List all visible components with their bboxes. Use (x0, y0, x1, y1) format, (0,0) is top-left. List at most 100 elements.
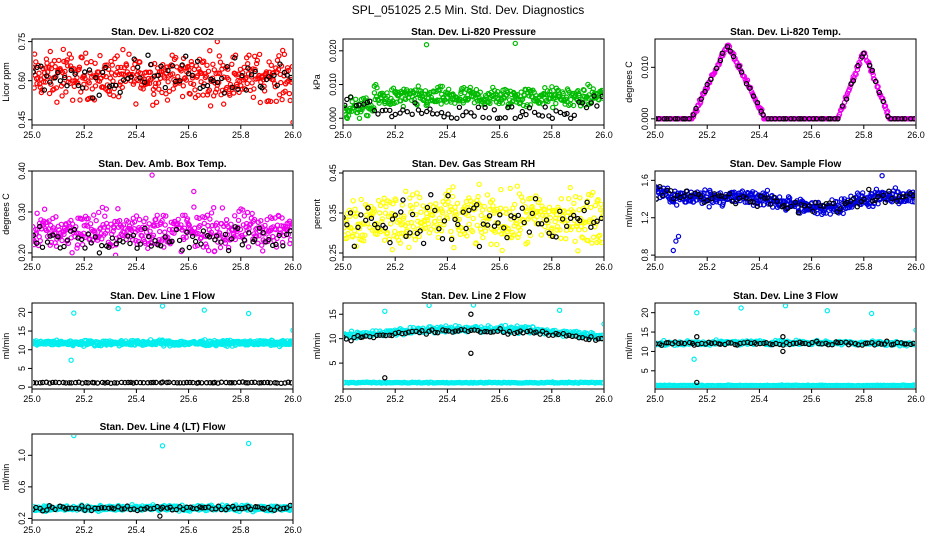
data-point (260, 76, 267, 83)
data-point (36, 70, 42, 76)
data-point (760, 112, 766, 118)
data-point (203, 380, 210, 386)
data-point (120, 46, 126, 53)
data-point (118, 379, 125, 386)
data-point (423, 102, 429, 109)
data-point (442, 201, 448, 208)
y-tick-label: 15 (17, 326, 27, 336)
y-tick-label: 5 (328, 361, 338, 366)
data-point (780, 116, 787, 122)
data-point (843, 96, 850, 102)
data-point (190, 81, 197, 88)
data-point (245, 310, 252, 317)
data-point (838, 196, 845, 202)
data-point (192, 238, 199, 245)
data-point (348, 338, 354, 344)
data-point (491, 107, 497, 113)
data-point (553, 108, 559, 114)
data-point (91, 380, 97, 386)
data-point (109, 82, 115, 89)
data-point (433, 200, 439, 207)
data-point (581, 87, 587, 94)
data-point (858, 201, 864, 207)
data-point (33, 64, 35, 70)
x-tick-label: 25.6 (803, 394, 821, 404)
data-point (385, 213, 392, 220)
data-point (140, 86, 146, 92)
data-point (152, 80, 159, 87)
data-point (512, 40, 519, 47)
data-point (869, 67, 876, 74)
data-point (393, 197, 399, 204)
panel-3: Stan. Dev. Li-820 Temp.degrees C25.0 25.2… (624, 27, 925, 140)
data-point (432, 329, 438, 336)
data-point (823, 200, 829, 207)
data-point (53, 85, 60, 91)
data-point (600, 379, 603, 386)
data-point (203, 73, 209, 79)
data-point (674, 202, 680, 208)
data-point (382, 225, 388, 231)
data-point (514, 183, 521, 189)
data-point (60, 46, 67, 53)
data-point (165, 67, 171, 74)
data-point (776, 194, 783, 200)
data-point (796, 116, 802, 122)
data-point (572, 238, 578, 244)
data-point (894, 198, 900, 204)
data-point (60, 379, 67, 386)
data-point (719, 50, 726, 56)
data-point (344, 336, 349, 342)
data-point (205, 222, 211, 229)
data-point (52, 63, 58, 70)
data-point (476, 181, 482, 187)
data-point (112, 252, 119, 256)
data-point (217, 244, 224, 251)
panel-title: Stan. Dev. Li-820 Pressure (411, 27, 536, 38)
data-point (795, 210, 802, 216)
series-selected (344, 191, 603, 250)
x-tick-label: 25.0 (646, 130, 664, 140)
data-point (473, 86, 480, 93)
data-point (588, 204, 594, 211)
data-point (555, 331, 562, 338)
data-point (777, 341, 783, 348)
series-all (656, 172, 915, 254)
data-point (160, 212, 166, 219)
x-tick-label: 25.4 (751, 394, 769, 404)
data-point (245, 65, 251, 71)
data-point (895, 189, 901, 195)
data-point (472, 206, 478, 212)
data-point (47, 48, 54, 55)
data-point (216, 230, 223, 236)
x-tick-label: 26.0 (284, 130, 302, 140)
data-point (899, 116, 905, 122)
data-point (600, 90, 603, 96)
plot-frame (654, 170, 917, 258)
data-point (494, 115, 501, 122)
data-point (911, 199, 915, 205)
data-point (261, 88, 268, 94)
data-point (716, 193, 722, 199)
data-point (854, 203, 861, 210)
data-point (137, 379, 143, 386)
data-point (253, 60, 260, 67)
data-point (879, 172, 885, 179)
data-point (387, 332, 393, 338)
data-point (590, 86, 597, 92)
data-point (115, 93, 122, 100)
data-point (163, 90, 169, 97)
data-point (44, 239, 51, 245)
data-point (105, 224, 111, 230)
data-point (878, 341, 885, 347)
data-point (672, 116, 679, 122)
data-point (155, 72, 161, 79)
data-point (87, 70, 93, 76)
data-point (550, 104, 556, 111)
data-point (594, 103, 600, 109)
data-point (55, 69, 61, 76)
data-point (495, 220, 501, 226)
data-point (68, 357, 74, 363)
data-point (460, 209, 466, 215)
data-point (194, 73, 201, 79)
